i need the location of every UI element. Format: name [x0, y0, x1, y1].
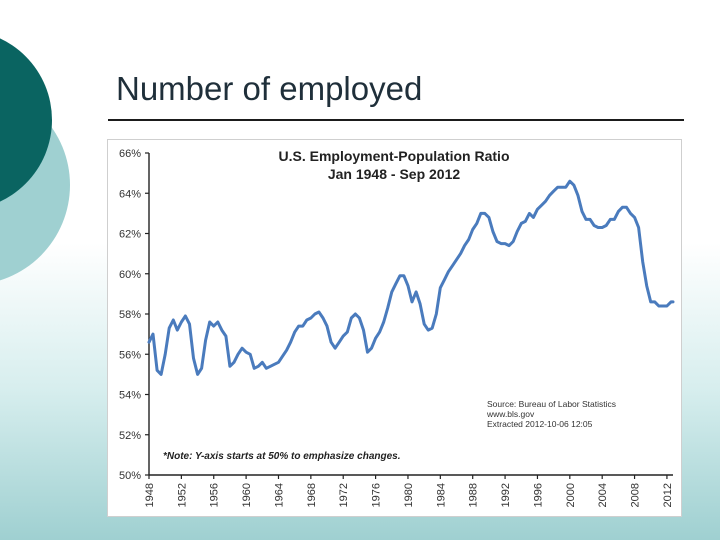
x-tick-label: 1996: [532, 483, 544, 507]
chart-frame: U.S. Employment-Population Ratio Jan 194…: [107, 139, 682, 517]
title-divider: [108, 119, 684, 121]
series-line: [147, 179, 675, 376]
x-tick-label: 1956: [209, 483, 221, 507]
x-tick-label: 1948: [144, 483, 156, 507]
chart-title: U.S. Employment-Population Ratio: [278, 148, 509, 164]
source-line: www.bls.gov: [486, 409, 535, 419]
x-axis: 1948 1952 1956 1960 1964 1968 1972 1976 1980 1984…: [144, 474, 674, 507]
x-tick-label: 1984: [435, 483, 447, 507]
y-axis: 50% 52% 54% 56% 58% 60% 62% 64% 66%: [119, 148, 150, 482]
slide-title: Number of employed: [116, 70, 423, 107]
y-tick-label: 60%: [119, 269, 141, 281]
plot-area: [147, 179, 675, 376]
x-tick-label: 1976: [371, 483, 383, 507]
source-line: Source: Bureau of Labor Statistics: [487, 399, 616, 409]
x-tick-label: 1972: [338, 483, 350, 507]
y-tick-label: 50%: [119, 470, 141, 482]
x-tick-label: 1988: [468, 483, 480, 507]
x-tick-label: 2004: [597, 483, 609, 507]
y-tick-label: 58%: [119, 309, 141, 321]
decorative-circle-dark: [0, 38, 52, 202]
employment-ratio-chart: U.S. Employment-Population Ratio Jan 194…: [119, 148, 675, 507]
x-tick-label: 1980: [403, 483, 415, 507]
decorative-circles: [0, 38, 70, 281]
chart-note: *Note: Y-axis starts at 50% to emphasize…: [163, 451, 401, 462]
x-tick-label: 2008: [630, 483, 642, 507]
x-tick-label: 1992: [500, 483, 512, 507]
y-tick-label: 56%: [119, 349, 141, 361]
x-tick-label: 2000: [565, 483, 577, 507]
y-tick-label: 62%: [119, 229, 141, 241]
x-tick-label: 1952: [176, 483, 188, 507]
source-note: Source: Bureau of Labor Statistics www.b…: [486, 399, 616, 429]
x-tick-label: 1964: [273, 483, 285, 507]
source-line: Extracted 2012-10-06 12:05: [487, 419, 593, 429]
y-tick-label: 66%: [119, 148, 141, 160]
x-tick-label: 1960: [241, 483, 253, 507]
y-tick-label: 64%: [119, 188, 141, 200]
y-tick-label: 54%: [119, 390, 141, 402]
x-tick-label: 2012: [662, 483, 674, 507]
chart-subtitle: Jan 1948 - Sep 2012: [328, 166, 461, 182]
x-tick-label: 1968: [306, 483, 318, 507]
y-tick-label: 52%: [119, 430, 141, 442]
